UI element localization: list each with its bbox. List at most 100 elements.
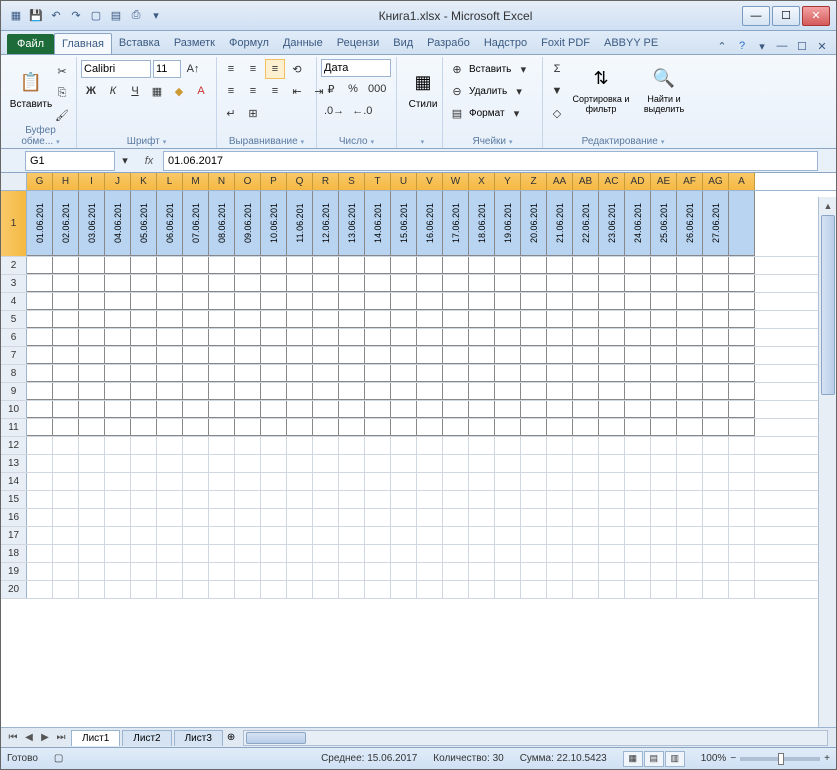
cell[interactable] — [53, 365, 79, 382]
win-min-icon[interactable]: — — [774, 38, 790, 54]
cell[interactable] — [729, 293, 755, 310]
cell[interactable] — [521, 473, 547, 490]
cell[interactable] — [365, 437, 391, 454]
cell[interactable] — [521, 509, 547, 526]
row-header[interactable]: 16 — [1, 509, 27, 526]
row-header[interactable]: 11 — [1, 419, 27, 436]
cell[interactable] — [573, 527, 599, 544]
cell[interactable] — [443, 563, 469, 580]
cell[interactable] — [651, 293, 677, 310]
cell[interactable] — [183, 293, 209, 310]
cell[interactable] — [469, 563, 495, 580]
cell[interactable] — [339, 545, 365, 562]
cell[interactable] — [27, 275, 53, 292]
cell[interactable] — [79, 509, 105, 526]
cell[interactable] — [131, 329, 157, 346]
column-header[interactable]: K — [131, 173, 157, 190]
sheet-next-icon[interactable]: ▶ — [37, 732, 53, 743]
cell[interactable] — [599, 257, 625, 274]
cell[interactable] — [443, 347, 469, 364]
cell[interactable] — [131, 491, 157, 508]
new-icon[interactable]: ▢ — [87, 7, 105, 25]
zoom-slider[interactable] — [740, 757, 820, 761]
cell[interactable] — [105, 383, 131, 400]
cell[interactable] — [53, 491, 79, 508]
cell[interactable] — [157, 401, 183, 418]
cell[interactable] — [651, 311, 677, 328]
cell[interactable] — [183, 527, 209, 544]
cell[interactable] — [443, 329, 469, 346]
cell[interactable] — [625, 347, 651, 364]
cell[interactable] — [27, 527, 53, 544]
cell[interactable] — [157, 419, 183, 436]
cell[interactable] — [573, 581, 599, 598]
cell[interactable] — [261, 347, 287, 364]
insert-dd-icon[interactable]: ▾ — [513, 59, 533, 79]
cell[interactable] — [339, 581, 365, 598]
bold-button[interactable]: Ж — [81, 81, 101, 101]
cell[interactable] — [287, 455, 313, 472]
cell[interactable] — [443, 419, 469, 436]
cell[interactable] — [53, 293, 79, 310]
copy-icon[interactable]: ⎘ — [52, 83, 72, 103]
cell[interactable] — [313, 437, 339, 454]
cell[interactable] — [417, 527, 443, 544]
column-header[interactable]: W — [443, 173, 469, 190]
cell[interactable] — [703, 491, 729, 508]
cell[interactable] — [131, 293, 157, 310]
cell[interactable] — [495, 311, 521, 328]
row-header[interactable]: 6 — [1, 329, 27, 346]
cell[interactable] — [417, 401, 443, 418]
cell[interactable] — [677, 365, 703, 382]
column-header[interactable]: L — [157, 173, 183, 190]
name-box[interactable] — [25, 151, 115, 171]
cell[interactable] — [365, 311, 391, 328]
cell[interactable] — [287, 491, 313, 508]
row-header[interactable]: 3 — [1, 275, 27, 292]
cell[interactable] — [729, 527, 755, 544]
insert-label[interactable]: Вставить — [469, 64, 511, 75]
cell[interactable] — [677, 455, 703, 472]
font-size-select[interactable] — [153, 60, 181, 78]
cell[interactable] — [339, 257, 365, 274]
cell[interactable] — [287, 527, 313, 544]
cell[interactable] — [417, 581, 443, 598]
cell[interactable] — [599, 275, 625, 292]
cell[interactable] — [417, 383, 443, 400]
cell[interactable] — [469, 365, 495, 382]
file-tab[interactable]: Файл — [7, 34, 54, 54]
cell[interactable] — [599, 473, 625, 490]
cell[interactable] — [53, 311, 79, 328]
cell[interactable] — [703, 437, 729, 454]
column-header[interactable]: G — [27, 173, 53, 190]
cell[interactable] — [651, 455, 677, 472]
cell[interactable] — [183, 419, 209, 436]
cell[interactable] — [261, 491, 287, 508]
cell[interactable] — [365, 509, 391, 526]
cell[interactable] — [209, 455, 235, 472]
cell[interactable] — [105, 527, 131, 544]
cell[interactable] — [105, 455, 131, 472]
cell[interactable] — [287, 473, 313, 490]
cell[interactable] — [131, 347, 157, 364]
cell[interactable] — [573, 473, 599, 490]
cell[interactable] — [729, 563, 755, 580]
cell[interactable] — [313, 563, 339, 580]
cell[interactable] — [547, 329, 573, 346]
cell[interactable] — [651, 257, 677, 274]
cell[interactable] — [53, 509, 79, 526]
cell[interactable] — [313, 581, 339, 598]
cell[interactable] — [27, 347, 53, 364]
cell[interactable] — [157, 347, 183, 364]
cell[interactable] — [729, 491, 755, 508]
cell[interactable] — [209, 491, 235, 508]
cell[interactable]: 01.06.201 — [27, 191, 53, 256]
view-normal-icon[interactable]: ▦ — [623, 751, 643, 767]
cell[interactable] — [495, 257, 521, 274]
cell[interactable] — [183, 581, 209, 598]
cell[interactable] — [339, 527, 365, 544]
cell[interactable] — [729, 545, 755, 562]
cell[interactable] — [235, 545, 261, 562]
cell[interactable] — [703, 365, 729, 382]
cell[interactable] — [521, 491, 547, 508]
